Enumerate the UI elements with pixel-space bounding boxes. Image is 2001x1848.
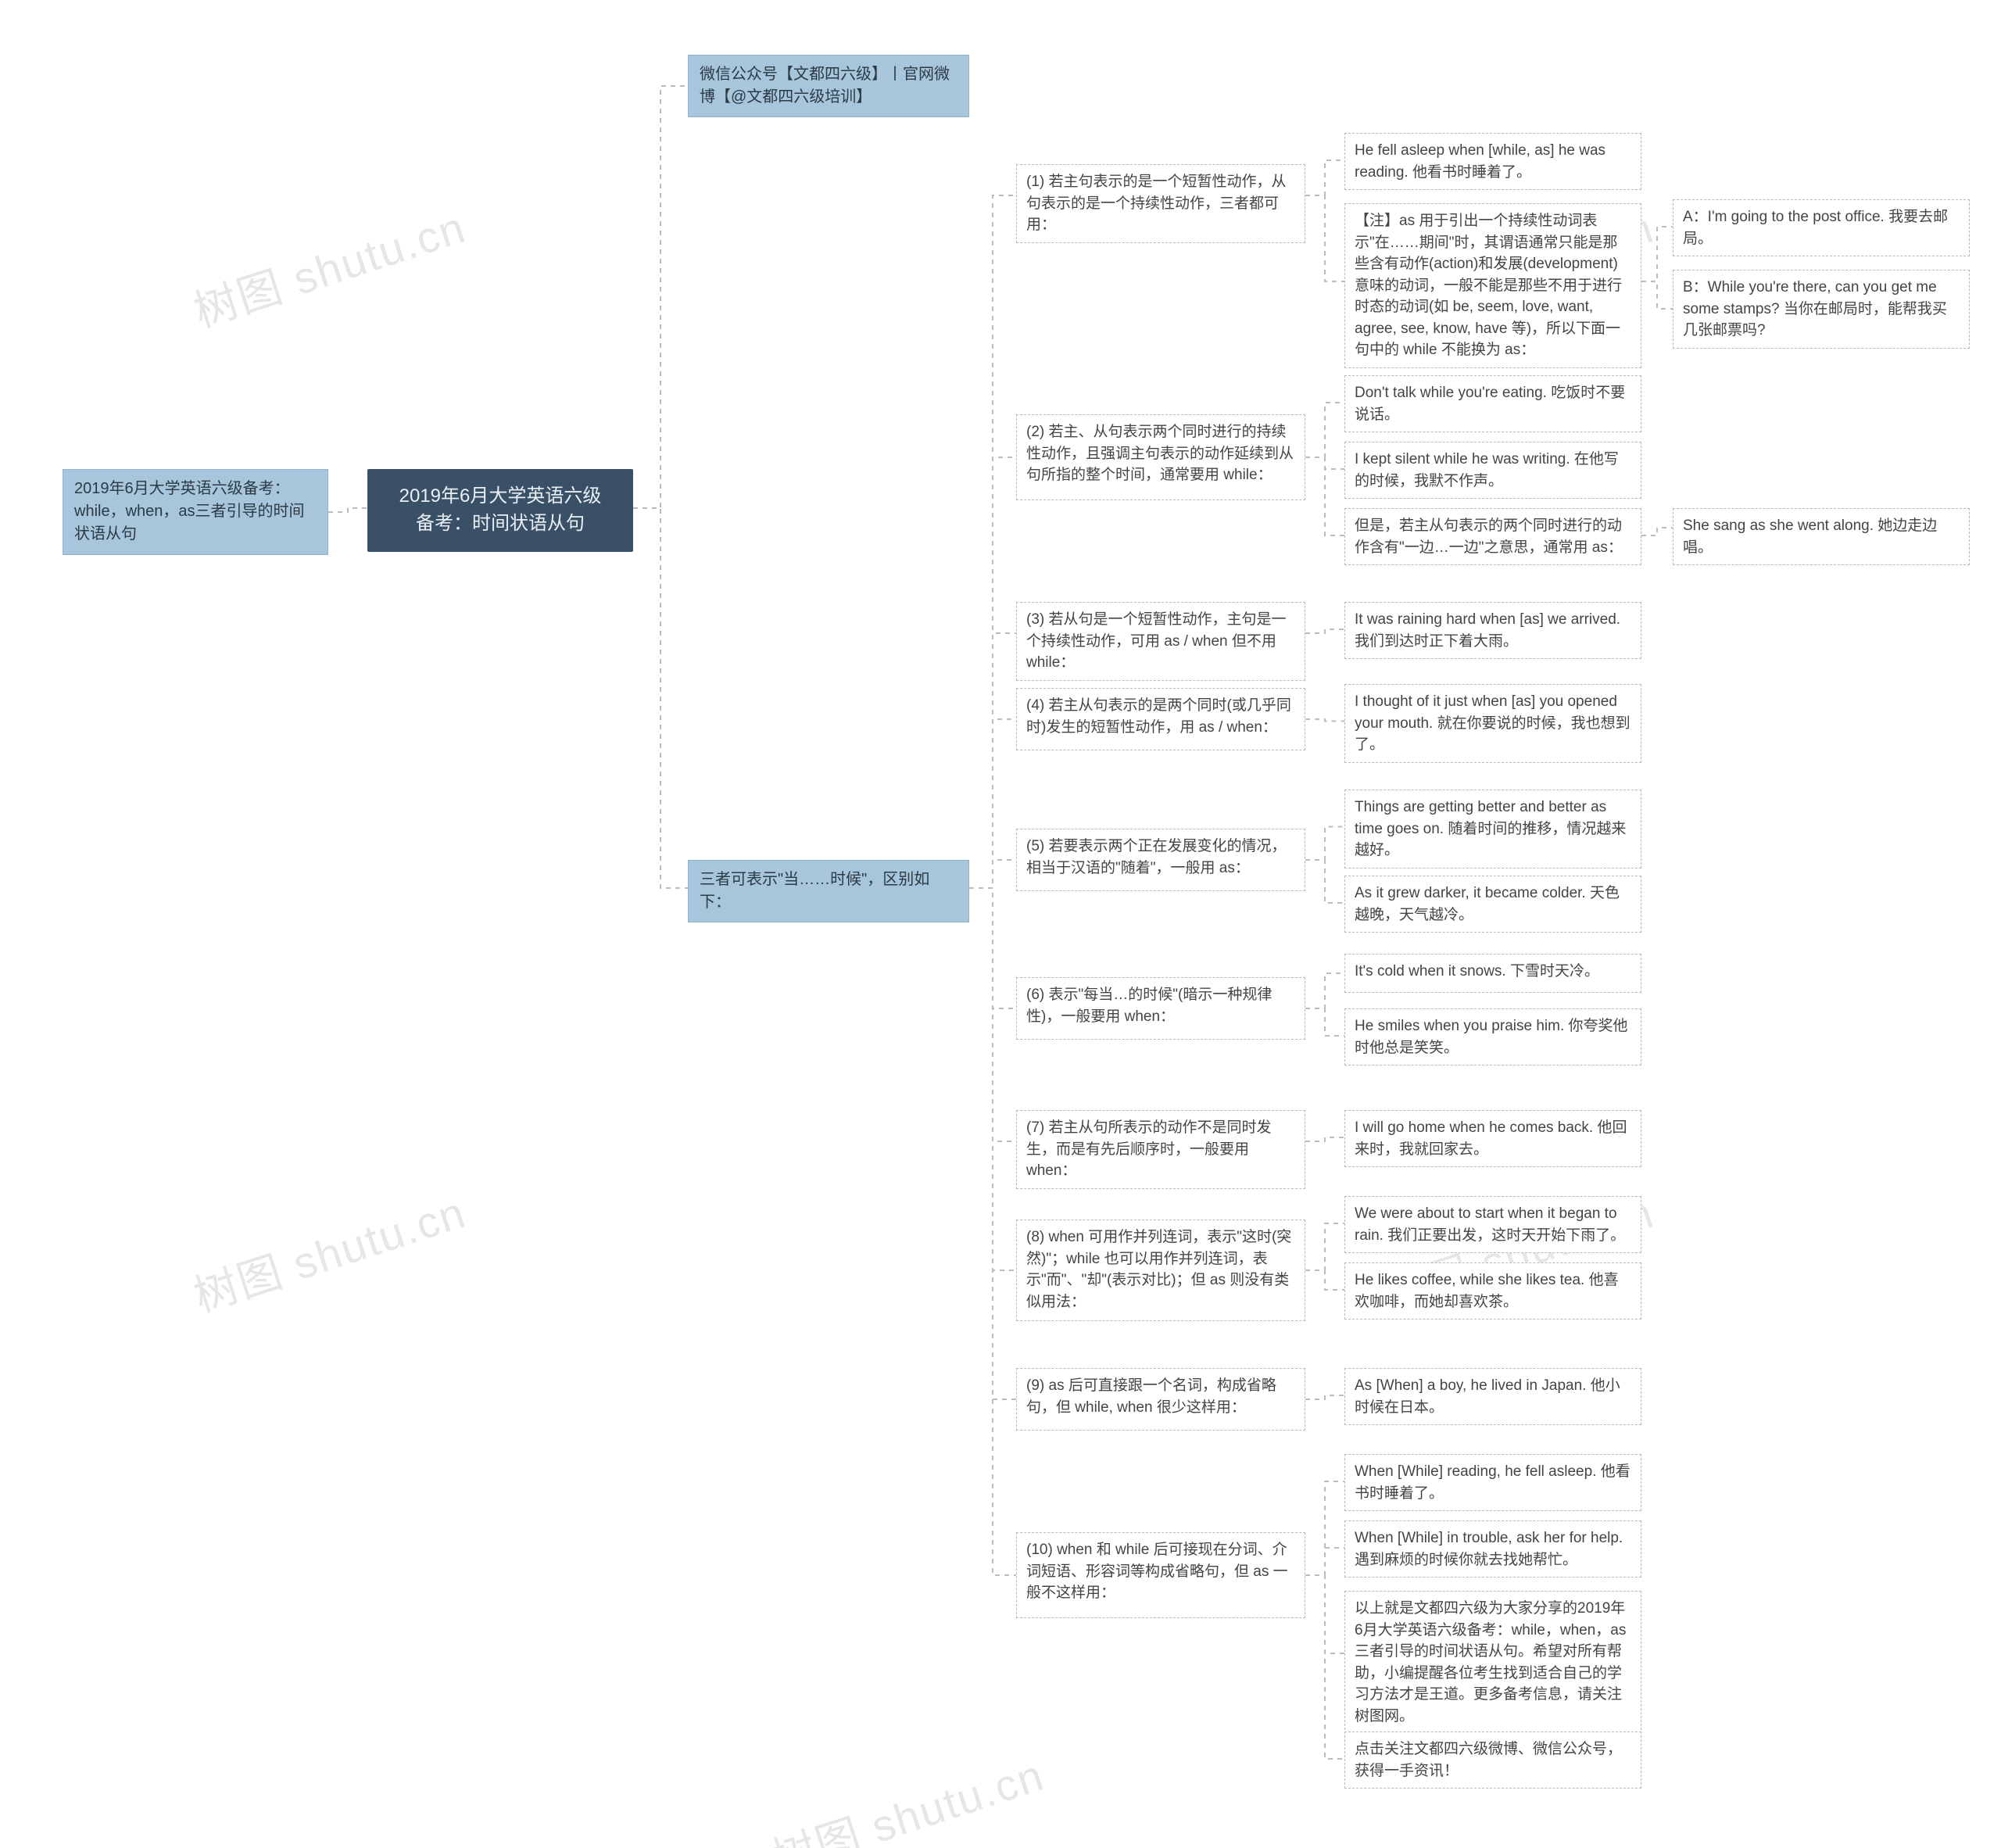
- rule-node-1[interactable]: (1) 若主句表示的是一个短暂性动作，从句表示的是一个持续性动作，三者都可用：: [1016, 164, 1305, 243]
- rule-node-8[interactable]: (8) when 可用作并列连词，表示"这时(突然)"；while 也可以用作并…: [1016, 1219, 1305, 1321]
- example-node[interactable]: He fell asleep when [while, as] he was r…: [1344, 133, 1641, 190]
- primary-node-wechat[interactable]: 微信公众号【文都四六级】丨官网微博【@文都四六级培训】: [688, 55, 969, 117]
- rule-node-3[interactable]: (3) 若从句是一个短暂性动作，主句是一个持续性动作，可用 as / when …: [1016, 602, 1305, 681]
- rule-node-9[interactable]: (9) as 后可直接跟一个名词，构成省略句，但 while, when 很少这…: [1016, 1368, 1305, 1431]
- example-node[interactable]: I thought of it just when [as] you opene…: [1344, 684, 1641, 763]
- watermark: 树图 shutu.cn: [184, 1177, 473, 1325]
- rule-node-4[interactable]: (4) 若主从句表示的是两个同时(或几乎同时)发生的短暂性动作，用 as / w…: [1016, 688, 1305, 750]
- root-title-line1: 2019年6月大学英语六级: [399, 485, 602, 507]
- example-node[interactable]: Don't talk while you're eating. 吃饭时不要说话。: [1344, 375, 1641, 432]
- example-node[interactable]: It was raining hard when [as] we arrived…: [1344, 602, 1641, 659]
- example-node[interactable]: She sang as she went along. 她边走边唱。: [1673, 508, 1970, 565]
- origin-node[interactable]: 2019年6月大学英语六级备考：while，when，as三者引导的时间状语从句: [63, 469, 328, 555]
- example-node[interactable]: As [When] a boy, he lived in Japan. 他小时候…: [1344, 1368, 1641, 1425]
- example-node[interactable]: 【注】as 用于引出一个持续性动词表示"在……期间"时，其谓语通常只能是那些含有…: [1344, 203, 1641, 368]
- watermark: 树图 shutu.cn: [763, 1740, 1051, 1848]
- rule-node-6[interactable]: (6) 表示"每当…的时候"(暗示一种规律性)，一般要用 when：: [1016, 977, 1305, 1040]
- example-node[interactable]: 但是，若主从句表示的两个同时进行的动作含有"一边…一边"之意思，通常用 as：: [1344, 508, 1641, 565]
- example-node[interactable]: 点击关注文都四六级微博、微信公众号，获得一手资讯！: [1344, 1732, 1641, 1789]
- example-node[interactable]: It's cold when it snows. 下雪时天冷。: [1344, 954, 1641, 993]
- mindmap-canvas: 树图 shutu.cn 树图 shutu.cn 树图 shutu.cn 树图 s…: [0, 0, 2001, 1848]
- example-node[interactable]: When [While] reading, he fell asleep. 他看…: [1344, 1454, 1641, 1511]
- example-node[interactable]: B：While you're there, can you get me som…: [1673, 270, 1970, 349]
- root-title-line2: 备考：时间状语从句: [416, 513, 585, 534]
- rule-node-2[interactable]: (2) 若主、从句表示两个同时进行的持续性动作，且强调主句表示的动作延续到从句所…: [1016, 414, 1305, 500]
- example-node[interactable]: He likes coffee, while she likes tea. 他喜…: [1344, 1262, 1641, 1320]
- example-node[interactable]: I kept silent while he was writing. 在他写的…: [1344, 442, 1641, 499]
- example-node[interactable]: I will go home when he comes back. 他回来时，…: [1344, 1110, 1641, 1167]
- example-node[interactable]: Things are getting better and better as …: [1344, 790, 1641, 868]
- example-node[interactable]: We were about to start when it began to …: [1344, 1196, 1641, 1253]
- example-node[interactable]: 以上就是文都四六级为大家分享的2019年6月大学英语六级备考：while，whe…: [1344, 1591, 1641, 1734]
- watermark: 树图 shutu.cn: [184, 192, 473, 340]
- rule-node-10[interactable]: (10) when 和 while 后可接现在分词、介词短语、形容词等构成省略句…: [1016, 1532, 1305, 1618]
- rule-node-5[interactable]: (5) 若要表示两个正在发展变化的情况，相当于汉语的"随着"，一般用 as：: [1016, 829, 1305, 891]
- example-node[interactable]: As it grew darker, it became colder. 天色越…: [1344, 876, 1641, 933]
- root-node[interactable]: 2019年6月大学英语六级 备考：时间状语从句: [367, 469, 633, 552]
- primary-node-differences[interactable]: 三者可表示"当……时候"，区别如下：: [688, 860, 969, 922]
- example-node[interactable]: A：I'm going to the post office. 我要去邮局。: [1673, 199, 1970, 256]
- example-node[interactable]: When [While] in trouble, ask her for hel…: [1344, 1520, 1641, 1578]
- rule-node-7[interactable]: (7) 若主从句所表示的动作不是同时发生，而是有先后顺序时，一般要用 when：: [1016, 1110, 1305, 1189]
- example-node[interactable]: He smiles when you praise him. 你夸奖他时他总是笑…: [1344, 1008, 1641, 1065]
